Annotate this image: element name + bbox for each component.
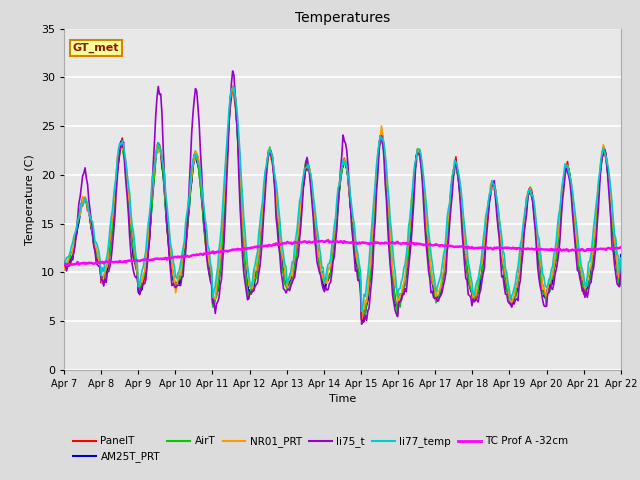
Legend: PanelT, AM25T_PRT, AirT, NR01_PRT, li75_t, li77_temp, TC Prof A -32cm: PanelT, AM25T_PRT, AirT, NR01_PRT, li75_…: [69, 432, 573, 467]
Text: GT_met: GT_met: [72, 43, 119, 53]
Y-axis label: Temperature (C): Temperature (C): [26, 154, 35, 245]
X-axis label: Time: Time: [329, 394, 356, 404]
Title: Temperatures: Temperatures: [295, 11, 390, 25]
